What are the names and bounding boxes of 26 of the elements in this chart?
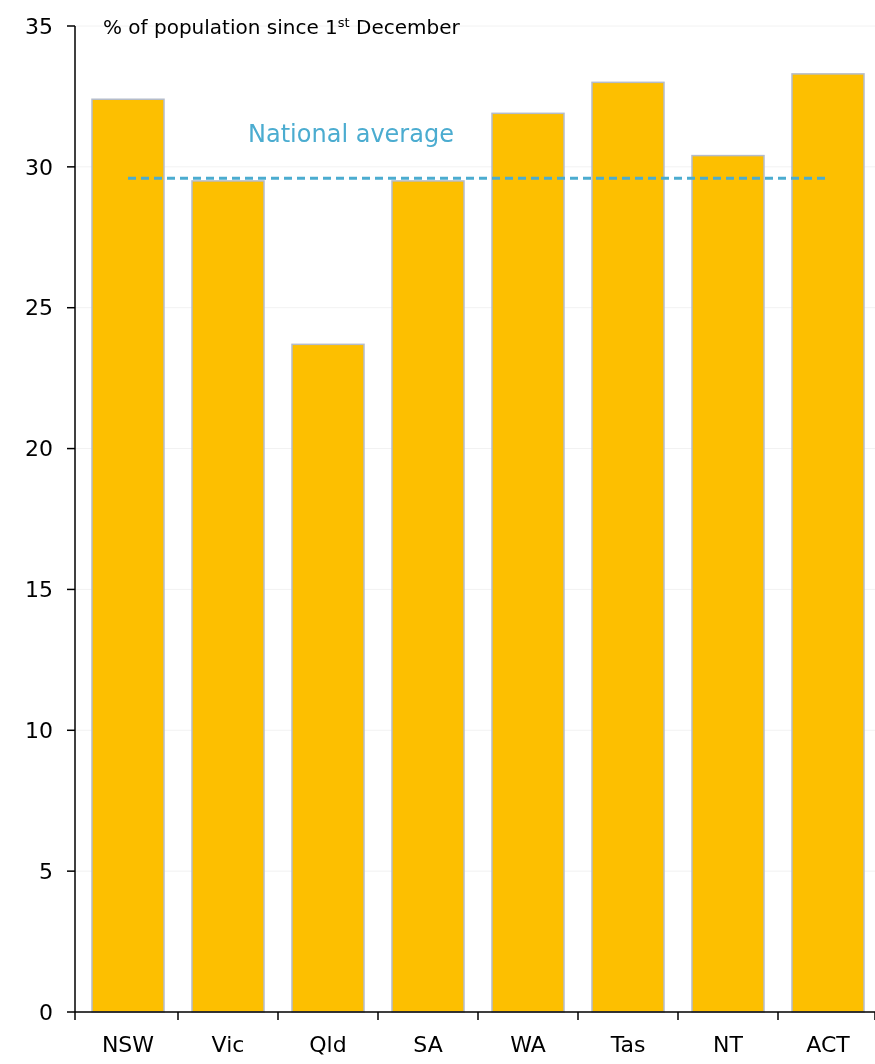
y-tick-label: 30 xyxy=(25,154,53,180)
bar xyxy=(791,73,865,1013)
ref-line-label: National average xyxy=(248,120,454,149)
bar xyxy=(191,180,265,1013)
x-tick-label: WA xyxy=(510,1032,546,1057)
y-tick-label: 0 xyxy=(39,999,53,1025)
chart-title: % of population since 1$^{st}$ December xyxy=(103,14,461,39)
x-tick-label: NSW xyxy=(101,1032,155,1057)
x-tick-label: Vic xyxy=(211,1032,245,1057)
y-tick-label: 35 xyxy=(25,13,53,39)
bar xyxy=(391,180,465,1013)
x-tick-label: Qld xyxy=(309,1032,347,1057)
x-tick-label: ACT xyxy=(806,1032,851,1057)
x-tick-label: SA xyxy=(413,1032,443,1057)
y-tick-label: 25 xyxy=(25,295,53,321)
bar xyxy=(491,112,565,1013)
x-tick-label: Tas xyxy=(609,1032,646,1057)
y-tick-label: 5 xyxy=(39,858,53,884)
y-tick-label: 15 xyxy=(25,577,53,603)
bar xyxy=(91,98,165,1013)
bar xyxy=(591,81,665,1013)
x-tick-label: NT xyxy=(713,1032,744,1057)
y-tick-label: 10 xyxy=(25,717,53,743)
bar xyxy=(291,343,365,1013)
y-tick-label: 20 xyxy=(25,436,53,462)
bar xyxy=(691,154,765,1013)
